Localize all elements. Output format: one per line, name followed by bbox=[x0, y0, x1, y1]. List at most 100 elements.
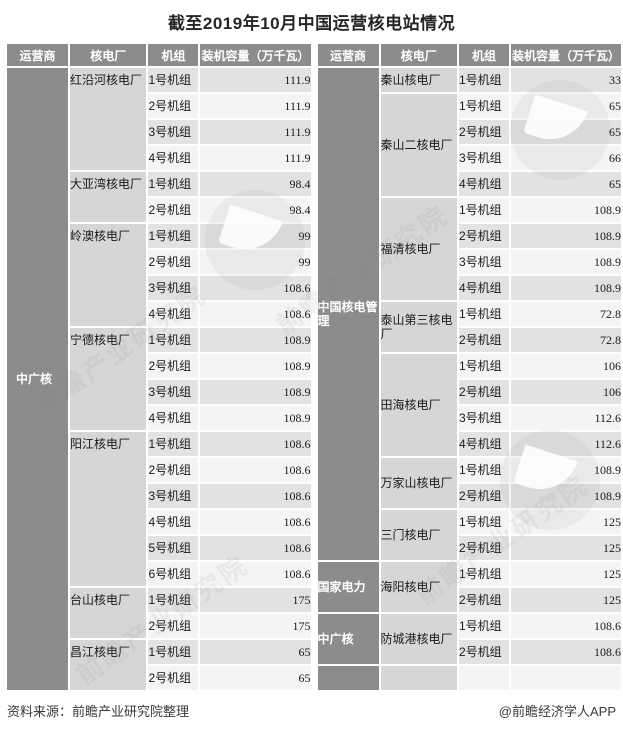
table-row: 中广核 红沿河核电厂 1号机组 111.9 bbox=[7, 68, 311, 690]
unit-cell: 2号机组 bbox=[148, 94, 199, 118]
capacity-cell: 72.8 bbox=[510, 328, 621, 352]
capacity-cell: 125 bbox=[510, 510, 621, 534]
table-row: 阳江核电厂 1号机组 108.6 bbox=[7, 432, 311, 586]
table-row: 国家电力 海阳核电厂 1号机组 125 bbox=[317, 562, 621, 612]
table-row: 万家山核电厂 1号机组 108.9 bbox=[318, 458, 621, 508]
unit-cell: 1号机组 bbox=[458, 198, 509, 222]
plant-cell: 红沿河核电厂 bbox=[70, 68, 147, 170]
table-row: 4号机组 112.6 bbox=[318, 432, 621, 456]
unit-cell: 3号机组 bbox=[148, 120, 199, 144]
table-row: 福清核电厂 1号机组 108.9 bbox=[318, 198, 621, 300]
capacity-cell: 108.9 bbox=[200, 406, 311, 430]
capacity-cell: 108.6 bbox=[200, 536, 311, 560]
table-row: 2号机组 106 bbox=[318, 380, 621, 404]
table-row: 2号机组 65 bbox=[318, 120, 621, 144]
chart-title: 截至2019年10月中国运营核电站情况 bbox=[167, 14, 456, 33]
capacity-cell: 108.9 bbox=[200, 380, 311, 404]
header-row: 运营商 核电厂 机组 装机容量（万千瓦） bbox=[317, 44, 621, 66]
table-row: 2号机组 175 bbox=[7, 614, 311, 638]
capacity-cell: 111.9 bbox=[200, 120, 311, 144]
unit-cell: 1号机组 bbox=[458, 354, 509, 378]
table-row: 4号机组 108.6 bbox=[7, 510, 311, 534]
unit-cell: 2号机组 bbox=[458, 640, 509, 664]
table-row: 2号机组 125 bbox=[318, 536, 621, 560]
capacity-cell: 108.9 bbox=[510, 198, 621, 222]
table-row: 6号机组 108.6 bbox=[7, 562, 311, 586]
table-row: 3号机组 108.6 bbox=[7, 276, 311, 300]
capacity-cell: 111.9 bbox=[200, 94, 311, 118]
capacity-cell: 66 bbox=[510, 146, 621, 170]
header-cell-2: 机组 bbox=[458, 44, 509, 66]
unit-cell: 2号机组 bbox=[148, 250, 199, 274]
unit-cell: 4号机组 bbox=[458, 172, 509, 196]
capacity-cell: 108.6 bbox=[510, 640, 621, 664]
capacity-cell: 112.6 bbox=[510, 432, 621, 456]
unit-cell: 5号机组 bbox=[148, 536, 199, 560]
plant-cell: 宁德核电厂 bbox=[70, 328, 147, 430]
header-cell-1: 核电厂 bbox=[70, 44, 147, 66]
unit-cell: 2号机组 bbox=[458, 328, 509, 352]
capacity-cell: 108.9 bbox=[510, 276, 621, 300]
unit-cell bbox=[458, 666, 509, 690]
capacity-cell: 108.6 bbox=[200, 302, 311, 326]
unit-cell: 4号机组 bbox=[458, 276, 509, 300]
unit-cell: 2号机组 bbox=[458, 120, 509, 144]
unit-cell: 2号机组 bbox=[148, 198, 199, 222]
unit-cell: 3号机组 bbox=[458, 146, 509, 170]
capacity-cell: 108.6 bbox=[510, 614, 621, 638]
capacity-cell: 65 bbox=[200, 666, 311, 690]
unit-cell: 1号机组 bbox=[148, 224, 199, 248]
table-row: 泰山第三核电厂 1号机组 72.8 bbox=[318, 302, 621, 352]
capacity-cell: 106 bbox=[510, 380, 621, 404]
unit-cell: 6号机组 bbox=[148, 562, 199, 586]
operator-cell: 中国核电管理 bbox=[317, 68, 379, 560]
unit-cell: 4号机组 bbox=[148, 302, 199, 326]
unit-cell: 1号机组 bbox=[148, 68, 199, 92]
header-cell-3: 装机容量（万千瓦） bbox=[200, 44, 311, 66]
header-cell-0: 运营商 bbox=[317, 44, 379, 66]
table-row: 2号机组 108.6 bbox=[318, 640, 621, 664]
unit-cell: 2号机组 bbox=[458, 536, 509, 560]
capacity-cell: 108.6 bbox=[200, 432, 311, 456]
table-row: 3号机组 66 bbox=[318, 146, 621, 170]
unit-cell: 4号机组 bbox=[458, 432, 509, 456]
table-row: 2号机组 125 bbox=[318, 588, 621, 612]
unit-cell: 4号机组 bbox=[148, 146, 199, 170]
plant-cell: 秦山二核电厂 bbox=[380, 94, 457, 196]
table-row: 4号机组 108.9 bbox=[7, 406, 311, 430]
capacity-cell: 108.9 bbox=[510, 250, 621, 274]
unit-cell: 1号机组 bbox=[148, 588, 199, 612]
header-row: 运营商 核电厂 机组 装机容量（万千瓦） bbox=[7, 44, 311, 66]
table-row: 2号机组 108.9 bbox=[318, 484, 621, 508]
unit-cell: 1号机组 bbox=[458, 94, 509, 118]
capacity-cell: 108.9 bbox=[200, 354, 311, 378]
capacity-cell: 111.9 bbox=[200, 68, 311, 92]
capacity-cell: 108.6 bbox=[200, 276, 311, 300]
table-row: 2号机组 98.4 bbox=[7, 198, 311, 222]
capacity-cell: 65 bbox=[510, 94, 621, 118]
table-row: 3号机组 108.6 bbox=[7, 484, 311, 508]
unit-cell: 2号机组 bbox=[148, 614, 199, 638]
operator-cell: 中广核 bbox=[7, 68, 69, 690]
unit-cell: 2号机组 bbox=[458, 224, 509, 248]
footer: 资料来源：前瞻产业研究院整理 @前瞻经济学人APP bbox=[7, 701, 616, 720]
header-cell-0: 运营商 bbox=[7, 44, 69, 66]
table-row: 4号机组 108.6 bbox=[7, 302, 311, 326]
capacity-cell: 108.9 bbox=[510, 484, 621, 508]
capacity-cell: 108.9 bbox=[200, 328, 311, 352]
capacity-cell: 125 bbox=[510, 562, 621, 586]
table-row: 宁德核电厂 1号机组 108.9 bbox=[7, 328, 311, 430]
plant-cell: 田海核电厂 bbox=[380, 354, 457, 456]
table-row: 2号机组 108.9 bbox=[318, 224, 621, 248]
table-row: 2号机组 111.9 bbox=[7, 94, 311, 118]
operator-cell bbox=[317, 666, 379, 690]
plant-cell: 岭澳核电厂 bbox=[70, 224, 147, 326]
table-row: 3号机组 112.6 bbox=[318, 406, 621, 430]
capacity-cell: 65 bbox=[200, 640, 311, 664]
table-row: 5号机组 108.6 bbox=[7, 536, 311, 560]
unit-cell: 3号机组 bbox=[148, 380, 199, 404]
capacity-cell: 98.4 bbox=[200, 198, 311, 222]
table-row: 台山核电厂 1号机组 175 bbox=[7, 588, 311, 638]
capacity-cell bbox=[510, 666, 621, 690]
table-row: 中国核电管理 秦山核电厂 1号机组 33 bbox=[317, 68, 621, 560]
